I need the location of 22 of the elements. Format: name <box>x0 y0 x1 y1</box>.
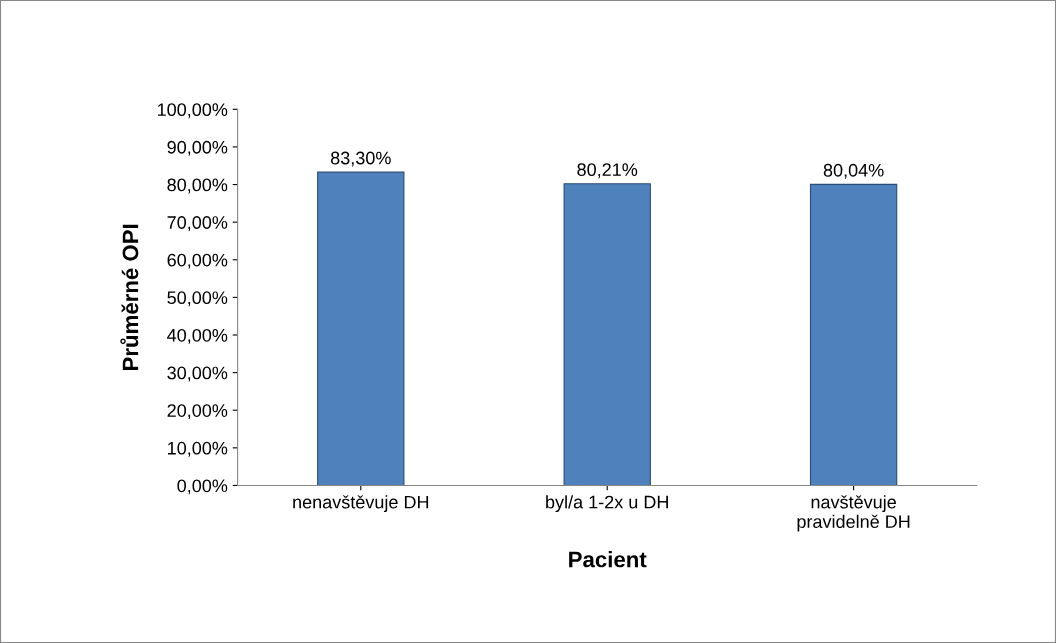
y-tick-label: 90,00% <box>167 140 228 156</box>
y-tick-label: 50,00% <box>167 291 228 307</box>
x-tick-label: byl/a 1-2x u DH <box>546 495 668 513</box>
y-tick-label: 0,00% <box>177 479 228 495</box>
y-tick-label: 70,00% <box>167 216 228 232</box>
y-tick-label: 10,00% <box>168 441 228 457</box>
data-label: 80,04% <box>823 163 884 179</box>
data-label: 80,21% <box>577 163 638 179</box>
y-tick-label: 80,00% <box>167 178 228 194</box>
x-tick-label: navštěvuje pravidelně DH <box>797 495 910 532</box>
bar <box>809 183 898 486</box>
y-axis-title: Průměrné OPI <box>120 224 139 370</box>
y-tick-label: 30,00% <box>167 366 228 382</box>
bar <box>563 183 651 486</box>
x-tick-label: nenavštěvuje DH <box>293 495 429 513</box>
bar <box>317 171 405 486</box>
y-tick-label: 40,00% <box>167 328 228 344</box>
data-label: 83,30% <box>330 151 391 167</box>
y-tick-label: 20,00% <box>167 404 228 420</box>
x-axis-title: Pacient <box>569 551 647 568</box>
y-tick-label: 100,00% <box>157 103 228 119</box>
y-tick-label: 60,00% <box>167 253 228 269</box>
